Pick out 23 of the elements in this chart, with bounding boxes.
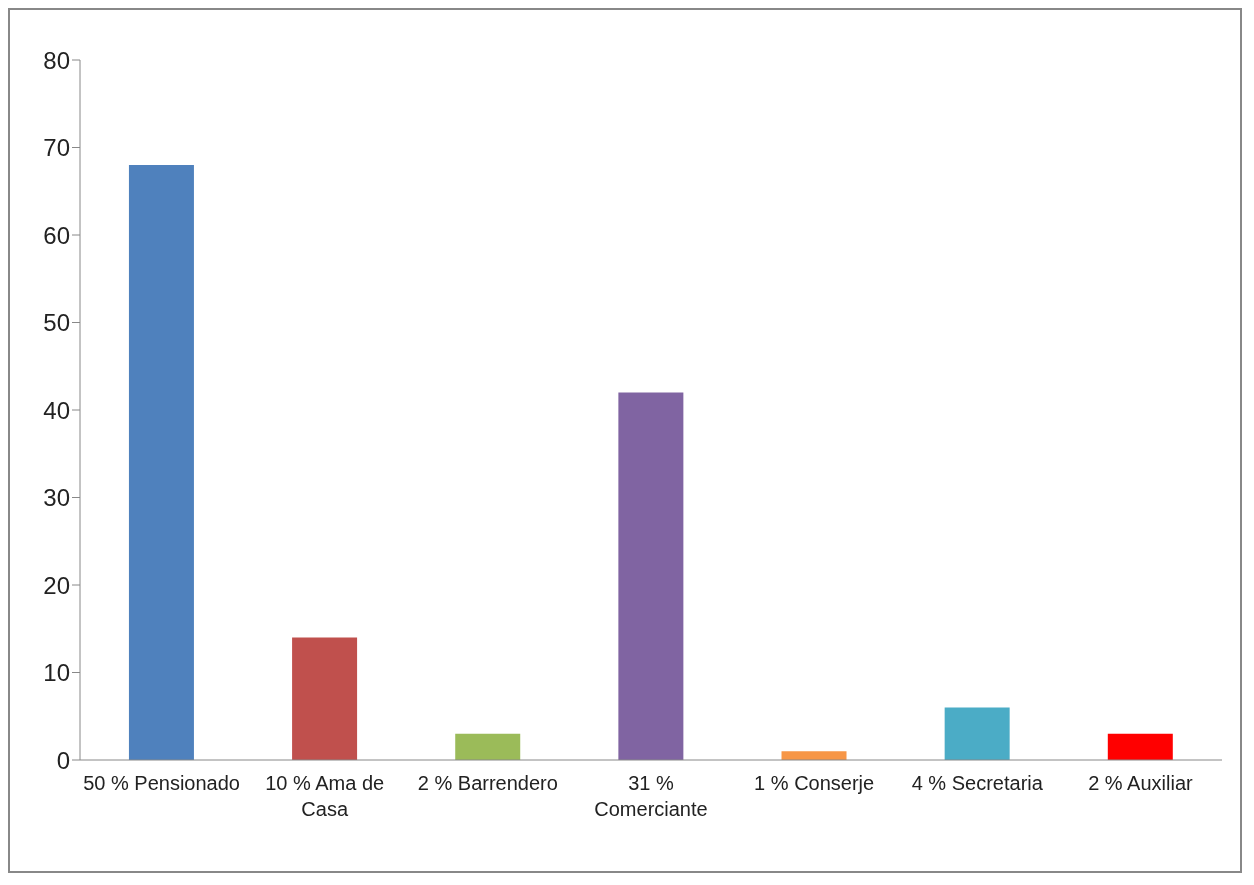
x-tick-label: 10 % Ama de Casa [265, 772, 385, 820]
y-tick-label: 0 [56, 746, 70, 774]
y-tick-label: 30 [43, 484, 70, 512]
bar [292, 637, 358, 760]
bar [455, 733, 521, 760]
x-tick-label: 1 % Conserje [754, 772, 875, 794]
y-tick-label: 20 [43, 571, 70, 599]
y-tick-label: 40 [43, 396, 70, 424]
bar [944, 707, 1010, 760]
bar [1107, 733, 1173, 760]
y-tick-label: 80 [43, 46, 70, 74]
x-tick-label: 4 % Secretaria [911, 772, 1044, 794]
x-tick-label: 2 % Barrendero [417, 772, 558, 794]
x-tick-label: 50 % Pensionado [83, 772, 240, 794]
bar [618, 392, 684, 760]
y-tick-label: 50 [43, 309, 70, 337]
y-tick-label: 70 [43, 134, 70, 162]
y-tick-label: 10 [43, 659, 70, 687]
bar [128, 165, 194, 760]
x-tick-label: 2 % Auxiliar [1088, 772, 1194, 794]
bar [781, 751, 847, 760]
y-tick-label: 60 [43, 221, 70, 249]
x-tick-label: 31 % Comerciante [594, 772, 708, 820]
